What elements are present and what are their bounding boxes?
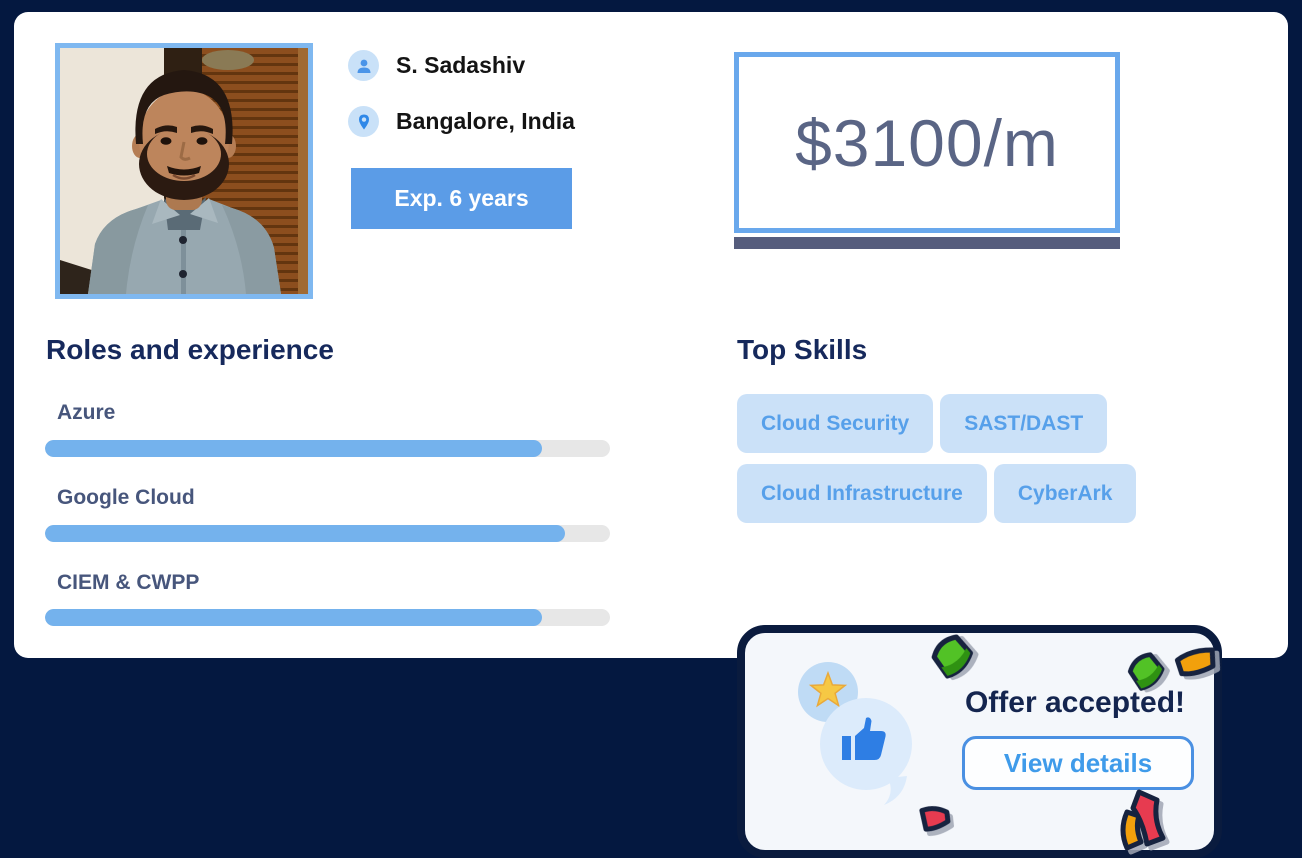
skill-tag-cloud-security: Cloud Security	[737, 394, 934, 453]
confetti-red-orange-icon	[1120, 789, 1166, 851]
confetti-red-icon	[919, 806, 951, 832]
role-label: Google Cloud	[57, 486, 195, 509]
profile-location: Bangalore, India	[396, 108, 575, 134]
rate-value: $3100/m	[795, 105, 1059, 180]
progress-bar-ciem-cwpp	[45, 609, 610, 626]
role-label: Azure	[57, 401, 116, 424]
skill-tags: Cloud Security SAST/DAST Cloud Infrastru…	[737, 394, 1167, 523]
thumbs-up-icon	[842, 717, 886, 760]
profile-name: S. Sadashiv	[396, 52, 526, 78]
skills-heading: Top Skills	[737, 334, 868, 365]
skill-tag-cyberark: CyberArk	[993, 464, 1137, 523]
role-label: CIEM & CWPP	[57, 571, 200, 594]
progress-fill	[45, 609, 543, 626]
confetti-orange-icon	[1174, 647, 1216, 677]
star-icon	[808, 670, 848, 708]
confetti-green-icon	[1127, 652, 1165, 691]
name-row: S. Sadashiv	[348, 50, 525, 81]
location-row: Bangalore, India	[348, 106, 575, 137]
rate-underline	[734, 237, 1120, 249]
profile-photo	[55, 43, 313, 299]
skill-tag-sast-dast: SAST/DAST	[940, 394, 1108, 453]
offer-accepted-title: Offer accepted!	[964, 686, 1186, 719]
thumbs-up-illustration	[790, 658, 922, 813]
rate-box: $3100/m	[734, 52, 1120, 233]
location-pin-icon	[348, 106, 379, 137]
experience-badge: Exp. 6 years	[351, 168, 572, 229]
user-icon	[348, 50, 379, 81]
roles-heading: Roles and experience	[46, 334, 334, 365]
confetti-green-icon	[931, 634, 973, 679]
progress-fill	[45, 525, 565, 542]
progress-fill	[45, 440, 543, 457]
progress-bar-google-cloud	[45, 525, 610, 542]
skill-tag-cloud-infrastructure: Cloud Infrastructure	[737, 464, 987, 523]
view-details-button[interactable]: View details	[962, 736, 1194, 790]
portrait-illustration	[60, 48, 308, 294]
progress-bar-azure	[45, 440, 610, 457]
